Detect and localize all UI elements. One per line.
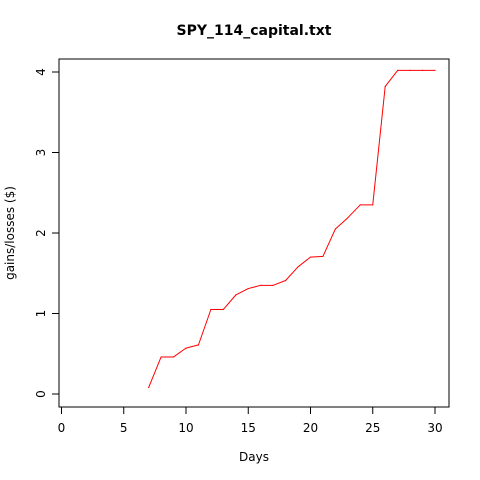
x-tick-label: 20 <box>303 421 318 435</box>
y-tick-label: 3 <box>34 149 48 157</box>
data-point <box>347 217 349 219</box>
x-tick-label: 10 <box>178 421 193 435</box>
data-point <box>297 266 299 268</box>
data-point <box>322 255 324 257</box>
series-line <box>148 69 435 388</box>
data-point <box>397 69 399 71</box>
data-point <box>272 284 274 286</box>
plot-frame <box>58 58 450 408</box>
chart-title: SPY_114_capital.txt <box>177 23 332 39</box>
data-point <box>160 356 162 358</box>
data-point <box>197 344 200 346</box>
data-point <box>372 204 374 206</box>
y-tick-label: 0 <box>34 390 48 398</box>
data-point <box>185 347 187 349</box>
series-layer <box>148 69 436 389</box>
y-axis-label: gains/losses ($) <box>3 186 17 280</box>
data-point <box>247 287 249 290</box>
x-tick-label: 0 <box>58 421 66 435</box>
data-point <box>434 69 436 71</box>
data-point <box>235 294 237 296</box>
data-point <box>334 228 336 230</box>
data-point <box>359 204 361 206</box>
x-tick-label: 5 <box>120 421 128 435</box>
y-tick-label: 4 <box>34 68 48 76</box>
data-point <box>148 386 150 389</box>
data-point <box>384 85 386 88</box>
x-tick-label: 30 <box>427 421 442 435</box>
data-point <box>210 308 212 311</box>
y-tick-label: 1 <box>34 310 48 318</box>
x-tick-label: 25 <box>365 421 380 435</box>
x-axis: 0 5 10 15 20 25 30 <box>58 406 443 435</box>
data-point <box>285 279 287 282</box>
data-point <box>260 284 262 286</box>
data-point <box>409 69 411 71</box>
data-point <box>421 69 424 71</box>
data-point <box>309 256 312 258</box>
data-point <box>172 356 175 358</box>
y-axis: 0 1 2 3 4 <box>34 68 60 398</box>
y-tick-label: 2 <box>34 229 48 237</box>
x-tick-label: 15 <box>241 421 256 435</box>
x-axis-label: Days <box>239 450 269 464</box>
data-point <box>222 308 224 311</box>
